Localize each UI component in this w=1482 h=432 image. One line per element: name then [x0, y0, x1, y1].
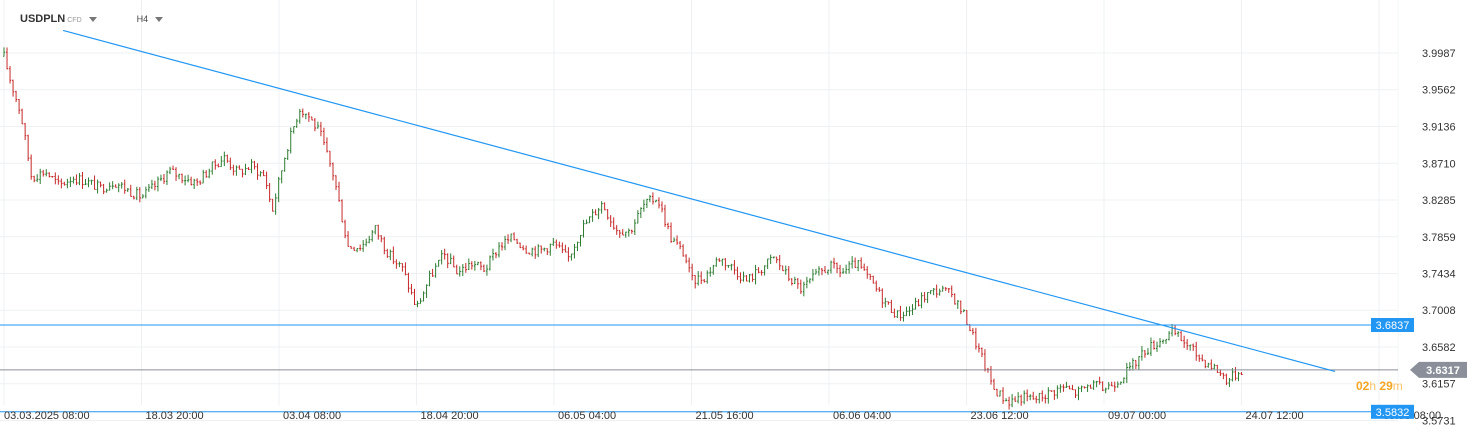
price-line-tag-label: 3.5832	[1376, 407, 1410, 419]
current-price-tag	[1410, 361, 1467, 378]
caret-down-icon[interactable]	[88, 16, 97, 22]
x-tick-label: 03.04 08:00	[283, 410, 341, 422]
candlestick-series	[3, 47, 1243, 410]
x-tick-label: 24.07 12:00	[1246, 410, 1304, 422]
timeframe-selector[interactable]: H4	[136, 14, 149, 24]
trendline	[62, 29, 1336, 373]
x-tick-label: 18.03 20:00	[146, 410, 204, 422]
y-tick-label: 3.6582	[1422, 342, 1456, 354]
x-tick-label: 18.04 20:00	[421, 410, 479, 422]
y-tick-label: 3.6157	[1422, 379, 1456, 391]
x-tick-label: 03.03.2025 08:00	[4, 410, 90, 422]
x-tick-label: 06.06 04:00	[833, 410, 891, 422]
price-line-tag-label: 3.6317	[1426, 365, 1460, 377]
y-tick-label: 3.7434	[1422, 268, 1456, 280]
y-tick-label: 3.9136	[1422, 121, 1456, 133]
price-line-tag-label: 3.6837	[1376, 320, 1410, 332]
instrument-type-label: CFD	[67, 17, 82, 24]
symbol-label[interactable]: USDPLN	[20, 13, 66, 25]
price-line-tag	[1371, 404, 1414, 419]
drawn-lines[interactable]	[0, 29, 1398, 413]
x-tick-label: 21.05 16:00	[696, 410, 754, 422]
y-tick-label: 3.7859	[1422, 232, 1456, 244]
x-tick-label: 06.05 04:00	[558, 410, 616, 422]
x-tick-label: 09.07 00:00	[1108, 410, 1166, 422]
price-line-labels: 3.6837 3.5832 3.6317	[1371, 318, 1467, 419]
countdown-minutes-unit: m	[1392, 379, 1403, 393]
y-tick-label: 3.9562	[1422, 85, 1456, 97]
y-tick-label: 3.7008	[1422, 305, 1456, 317]
y-tick-label: 3.9987	[1422, 48, 1456, 60]
y-tick-label: 3.5731	[1422, 416, 1456, 428]
countdown-hours: 02	[1356, 379, 1370, 393]
y-tick-label: 3.8285	[1422, 195, 1456, 207]
time-axis[interactable]: 03.03.2025 08:00 18.03 20:00 03.04 08:00 18…	[4, 410, 1441, 422]
countdown-minutes: 29	[1379, 379, 1393, 393]
candle-countdown: 02h 29m	[1356, 379, 1403, 393]
caret-down-icon[interactable]	[155, 16, 164, 22]
y-tick-label: 3.8710	[1422, 158, 1456, 170]
price-line-tag	[1371, 318, 1414, 333]
countdown-hours-unit: h	[1369, 379, 1377, 393]
chart-toolbar: USDPLN CFD H4	[20, 11, 164, 27]
price-axis[interactable]: 3.9987 3.9562 3.9136 3.8710 3.8285 3.7859 3.74…	[1422, 48, 1456, 428]
chart-grid	[0, 0, 1399, 422]
x-tick-label: 23.06 12:00	[971, 410, 1029, 422]
